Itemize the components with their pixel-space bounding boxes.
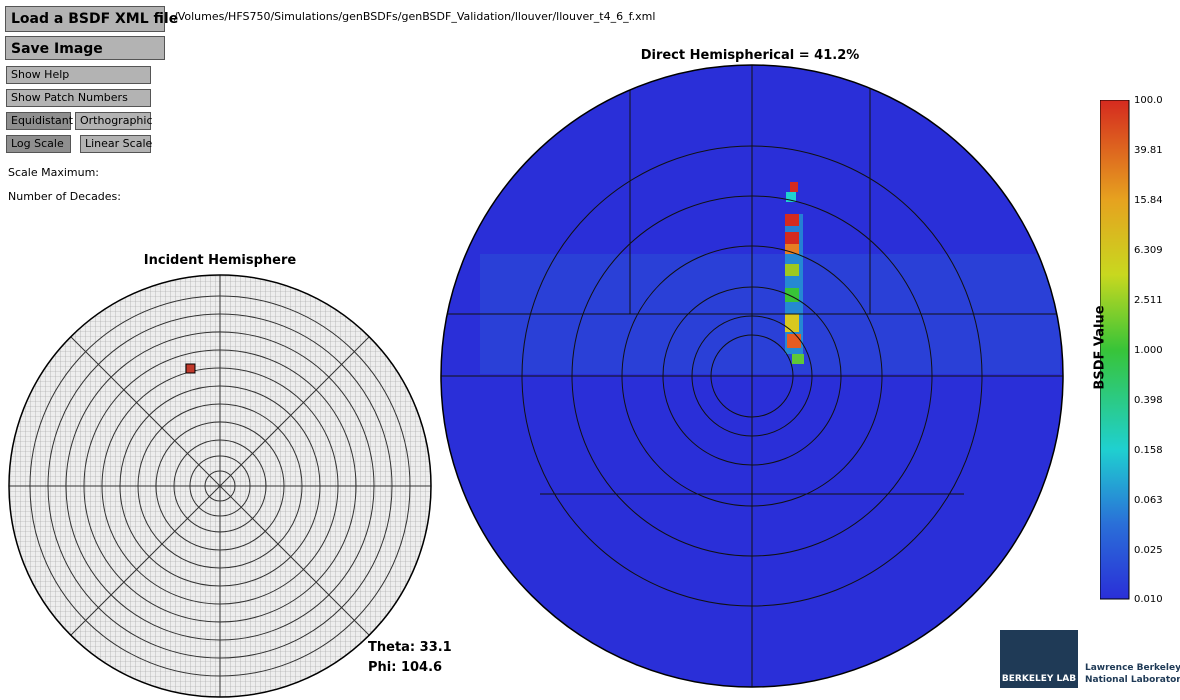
logo-name-line1: Lawrence Berkeley — [1085, 663, 1180, 673]
colorbar-tick: 2.511 — [1134, 295, 1163, 306]
log-scale-button[interactable]: Log Scale — [6, 135, 71, 153]
show-help-button[interactable]: Show Help — [6, 66, 151, 84]
theta-readout: Theta: 33.1 — [368, 640, 452, 655]
file-path: /Volumes/HFS750/Simulations/genBSDFs/gen… — [174, 10, 656, 23]
colorbar-tick: 1.000 — [1134, 345, 1163, 356]
colorbar-tick: 0.063 — [1134, 495, 1163, 506]
linear-scale-button[interactable]: Linear Scale — [80, 135, 152, 153]
colorbar-label: BSDF Value — [1092, 305, 1108, 390]
colorbar-tick: 0.398 — [1134, 395, 1163, 406]
direct-hemispherical-title: Direct Hemispherical = 41.2% — [640, 48, 860, 63]
show-patch-numbers-button[interactable]: Show Patch Numbers — [6, 89, 151, 107]
colorbar-tick: 0.158 — [1134, 445, 1163, 456]
selected-patch-marker — [185, 363, 196, 374]
incident-hemisphere[interactable] — [0, 266, 440, 700]
colorbar-tick: 39.81 — [1134, 145, 1163, 156]
colorbar-tick: 0.025 — [1134, 545, 1163, 556]
colorbar-tick: 15.84 — [1134, 195, 1163, 206]
incident-hemisphere-title: Incident Hemisphere — [143, 253, 297, 268]
colorbar-tick: 100.0 — [1134, 95, 1163, 106]
phi-readout: Phi: 104.6 — [368, 660, 443, 675]
save-image-button[interactable]: Save Image — [5, 36, 165, 60]
load-bsdf-button[interactable]: Load a BSDF XML file — [5, 6, 178, 32]
equidistant-button[interactable]: Equidistant — [6, 112, 73, 130]
scale-maximum-label: Scale Maximum: — [8, 166, 99, 179]
berkeley-lab-logo: BERKELEY LAB — [1000, 630, 1078, 688]
output-hemisphere[interactable] — [440, 64, 1064, 694]
colorbar-tick: 0.010 — [1134, 594, 1163, 605]
colorbar — [1100, 100, 1130, 600]
logo-badge-text: BERKELEY LAB — [1001, 674, 1077, 684]
orthographic-button[interactable]: Orthographic — [75, 112, 153, 130]
colorbar-tick: 6.309 — [1134, 245, 1163, 256]
number-of-decades-label: Number of Decades: — [8, 190, 121, 203]
logo-name-line2: National Laboratory — [1085, 675, 1180, 685]
